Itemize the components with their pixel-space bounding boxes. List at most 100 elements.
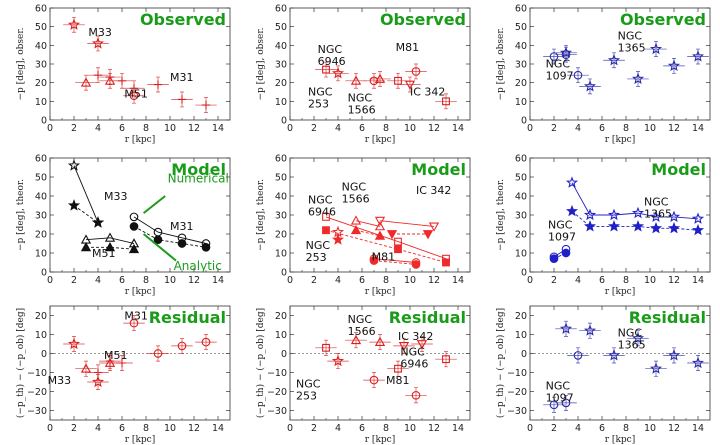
series-ngc-1097-analytic: [549, 248, 571, 264]
y-tick-label: 10: [35, 97, 47, 108]
series-m31-numerical: [129, 212, 211, 248]
galaxy-label: NGC 1365: [644, 196, 672, 221]
error-bar: [411, 336, 433, 352]
panel-caption: Model: [411, 160, 466, 179]
x-tick-label: 2: [71, 423, 77, 434]
x-tick-label: 8: [383, 423, 389, 434]
y-tick-label: 40: [35, 192, 47, 203]
plot-frame: [49, 305, 231, 421]
galaxy-label-part: NGC: [400, 345, 425, 358]
y-tick-label: 10: [275, 249, 287, 260]
data-point: [322, 226, 330, 235]
x-tick-label: 14: [692, 123, 704, 134]
y-tick-label: 20: [35, 311, 47, 322]
x-tick-label: 10: [164, 423, 176, 434]
x-tick-label: 12: [188, 423, 200, 434]
data-point: [583, 324, 597, 336]
error-bar: [435, 351, 457, 368]
error-bar: [75, 74, 97, 91]
y-tick-label: −20: [27, 387, 47, 398]
y-tick-label: −20: [267, 387, 287, 398]
plot-frame: [289, 305, 471, 421]
x-tick-label: 6: [119, 423, 125, 434]
series-m33-numerical: [67, 159, 105, 228]
error-bar: [75, 360, 97, 377]
x-axis-label: r [kpc]: [125, 287, 155, 297]
series-m33-analytic: [67, 199, 105, 228]
galaxy-label-part: NGC: [296, 378, 321, 391]
error-bar: [63, 336, 85, 352]
x-tick-label: 12: [668, 275, 680, 286]
data-point: [442, 355, 450, 364]
data-point: [129, 91, 139, 101]
error-bar: [387, 72, 409, 89]
galaxy-label-part: 253: [296, 390, 317, 403]
y-tick-label: 20: [35, 78, 47, 89]
y-tick-label: 10: [515, 330, 527, 341]
x-tick-label: 0: [287, 123, 293, 134]
galaxy-label-part: NGC: [548, 218, 573, 231]
panel-p2: 0 2 4 6 8 10 12 14 0 10 20 30 40 50 60 r [kpc] −p [deg],…: [256, 4, 471, 145]
data-point: [201, 100, 211, 110]
galaxy-label: NGC 6946: [400, 345, 428, 370]
y-tick-label: 20: [275, 311, 287, 322]
series-ngc-6946: [315, 61, 457, 110]
y-tick-label: 10: [275, 330, 287, 341]
x-tick-label: 6: [359, 123, 365, 134]
x-tick-label: 12: [188, 275, 200, 286]
error-bar: [315, 339, 337, 356]
data-point: [201, 242, 211, 252]
x-tick-label: 8: [623, 423, 629, 434]
series-m51: [123, 87, 145, 104]
y-tick-label: 60: [275, 154, 287, 165]
error-bar: [147, 345, 169, 362]
panel-p7: 0 2 4 6 8 10 12 14 −30 −20 −10 0 10 20 r [kpc] (−p_th) …: [15, 305, 231, 445]
data-point: [67, 18, 81, 30]
y-tick-label: 20: [35, 230, 47, 241]
error-bar: [405, 63, 427, 80]
numerical-arrow: [142, 195, 166, 214]
y-tick-label: 30: [35, 60, 47, 71]
analytic-arrow: [142, 233, 177, 262]
data-point: [667, 221, 681, 234]
x-axis-label: r [kpc]: [365, 435, 395, 445]
x-tick-label: 10: [404, 275, 416, 286]
x-tick-label: 4: [335, 123, 341, 134]
galaxy-label: M33: [48, 374, 72, 387]
data-point: [104, 241, 116, 252]
y-tick-label: 60: [515, 4, 527, 15]
x-tick-label: 10: [404, 423, 416, 434]
series-line: [325, 216, 447, 260]
galaxy-label-part: NGC: [546, 58, 571, 71]
error-bar: [645, 360, 667, 377]
data-point: [422, 230, 434, 240]
x-tick-label: 14: [212, 423, 224, 434]
x-tick-label: 4: [95, 123, 101, 134]
x-tick-label: 14: [452, 275, 464, 286]
data-point: [117, 76, 127, 85]
data-point: [649, 362, 663, 374]
series-m31-analytic: [129, 222, 211, 252]
data-point: [631, 206, 645, 219]
data-point: [667, 59, 681, 72]
data-point: [631, 220, 645, 232]
data-point: [129, 318, 139, 328]
x-tick-label: 10: [404, 123, 416, 134]
error-bar: [87, 374, 109, 390]
y-tick-label: 20: [275, 78, 287, 89]
galaxy-label-part: NGC: [342, 180, 367, 193]
error-bar: [405, 387, 427, 404]
y-tick-label: 30: [515, 211, 527, 222]
galaxy-label-part: NGC: [618, 30, 643, 43]
data-point: [573, 70, 583, 80]
data-point: [201, 337, 211, 347]
data-point: [394, 245, 402, 254]
x-tick-label: 14: [212, 123, 224, 134]
y-tick-label: 30: [275, 211, 287, 222]
series-ic-342: [399, 76, 421, 93]
x-tick-label: 8: [383, 275, 389, 286]
series-ic-342-analytic: [386, 230, 434, 240]
galaxy-label: NGC 1097: [546, 380, 574, 405]
y-axis-label: −p [deg], obser.: [256, 27, 266, 100]
galaxy-label: M31: [170, 71, 194, 84]
